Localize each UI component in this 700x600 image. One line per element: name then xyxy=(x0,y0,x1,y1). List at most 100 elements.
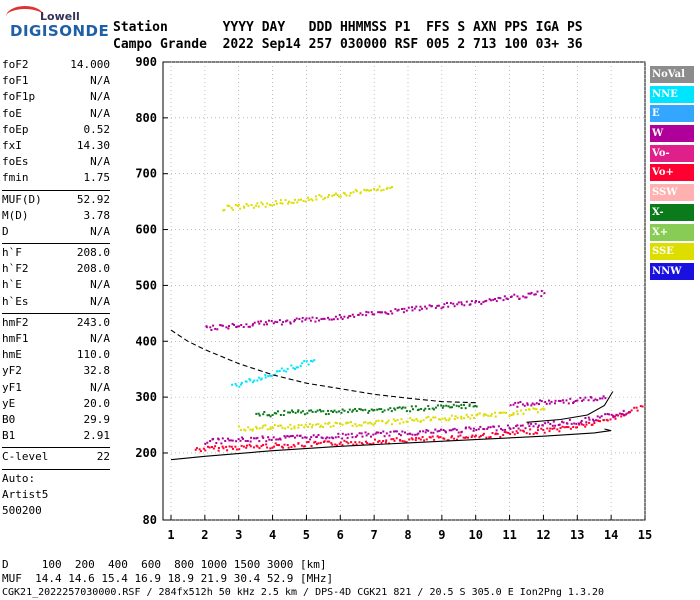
data-point-f2-band1 xyxy=(379,432,382,434)
data-point-f2-band2 xyxy=(450,414,453,417)
data-point-f2-main xyxy=(481,434,484,437)
data-point-f2-band3 xyxy=(373,409,376,412)
data-point-f2-band1 xyxy=(588,418,591,421)
data-point-third-hop xyxy=(287,202,289,205)
data-point-f2-band3 xyxy=(300,411,303,414)
data-point-f2-main xyxy=(491,432,494,434)
data-point-f2-main xyxy=(558,430,561,433)
data-point-f2-band2 xyxy=(416,419,419,422)
data-point-f2-band2 xyxy=(392,418,395,421)
data-point-f2-main xyxy=(599,420,601,423)
data-point-f2-band3 xyxy=(316,409,319,412)
data-point-f2-main xyxy=(260,445,263,448)
data-point-second-hop xyxy=(340,316,343,319)
data-point-f2-main xyxy=(345,440,348,443)
data-point-f2-band2 xyxy=(327,422,330,425)
data-point-w-cluster xyxy=(602,395,605,398)
data-point-f2-band1 xyxy=(406,433,409,436)
data-point-second-hop xyxy=(387,313,390,315)
data-point-second-hop xyxy=(285,320,287,323)
data-point-second-hop xyxy=(251,324,254,327)
data-point-f2-band3 xyxy=(303,413,306,416)
data-point-f2-main xyxy=(411,438,414,441)
data-point-f2-band2 xyxy=(293,425,296,428)
data-point-f2-band3 xyxy=(378,408,381,411)
data-point-w-cluster xyxy=(540,400,543,403)
data-point-f2-band1 xyxy=(290,435,292,438)
data-point-nne-oblique xyxy=(295,366,298,369)
data-point-w-cluster xyxy=(587,399,590,402)
data-point-f2-main xyxy=(561,425,564,428)
data-point-f2-main xyxy=(453,437,456,440)
data-point-f2-band3 xyxy=(268,414,271,417)
data-point-w-cluster xyxy=(562,401,565,404)
data-point-f2-band2 xyxy=(478,412,481,415)
data-point-f2-band1 xyxy=(258,440,261,443)
data-point-nne-oblique xyxy=(280,367,283,370)
data-point-f2-band2 xyxy=(516,410,519,413)
data-point-f2-main xyxy=(305,441,308,444)
data-point-third-hop xyxy=(339,195,342,198)
data-point-f2-main xyxy=(536,432,539,435)
data-point-f2-band1 xyxy=(427,429,430,432)
data-point-f2-band3 xyxy=(322,410,325,413)
data-point-f2-band1 xyxy=(578,422,580,425)
data-point-second-hop xyxy=(436,304,439,307)
data-point-f2-band3 xyxy=(271,414,274,416)
data-point-second-hop xyxy=(359,312,362,315)
data-point-f2-main xyxy=(198,448,201,451)
data-point-f2-band1 xyxy=(587,416,590,419)
data-point-f2-band1 xyxy=(493,425,496,428)
param-value: N/A xyxy=(90,106,110,120)
data-point-third-hop xyxy=(256,202,259,205)
data-point-f2-main xyxy=(617,414,619,417)
data-point-third-hop xyxy=(293,198,296,201)
data-point-f2-band1 xyxy=(561,420,563,423)
data-point-second-hop xyxy=(370,311,373,314)
data-point-f2-band2 xyxy=(510,414,513,416)
data-point-second-hop xyxy=(460,301,463,304)
data-point-w-cluster xyxy=(574,400,577,402)
data-point-f2-band3 xyxy=(468,404,471,407)
data-point-third-hop xyxy=(223,209,226,211)
data-point-f2-main xyxy=(286,444,289,446)
data-point-second-hop xyxy=(430,305,433,308)
data-point-f2-band1 xyxy=(265,440,268,443)
data-point-f2-band2 xyxy=(284,427,287,430)
data-point-f2-band2 xyxy=(349,421,352,423)
data-point-f2-band3 xyxy=(442,405,445,408)
data-point-f2-band1 xyxy=(262,436,265,439)
data-point-f2-band1 xyxy=(341,432,344,435)
data-point-nne-oblique xyxy=(310,360,312,362)
data-point-f2-band2 xyxy=(465,413,468,416)
data-point-f2-band1 xyxy=(620,413,623,415)
data-point-f2-band3 xyxy=(330,409,333,412)
data-point-f2-band2 xyxy=(240,429,242,432)
data-point-f2-band1 xyxy=(337,435,340,438)
data-point-f2-main xyxy=(478,436,481,439)
data-point-f2-band2 xyxy=(398,422,401,425)
legend-item: Vo+ xyxy=(650,164,694,182)
data-point-w-cluster xyxy=(554,402,556,405)
data-point-f2-band3 xyxy=(440,404,443,407)
data-point-f2-band1 xyxy=(261,435,264,438)
data-point-second-hop xyxy=(367,311,370,314)
data-point-f2-band2 xyxy=(402,421,405,424)
data-point-f2-main xyxy=(362,443,365,446)
data-point-nne-oblique xyxy=(264,376,267,379)
legend-item: X- xyxy=(650,203,694,221)
data-point-f2-main xyxy=(354,441,357,444)
data-point-third-hop xyxy=(290,201,293,204)
data-point-second-hop xyxy=(534,293,537,296)
data-point-f2-band1 xyxy=(326,436,329,439)
data-point-f2-main xyxy=(459,434,462,437)
data-point-third-hop xyxy=(311,199,314,202)
data-point-f2-band2 xyxy=(261,426,264,429)
data-point-third-hop xyxy=(348,194,351,197)
data-point-f2-band2 xyxy=(297,426,300,429)
data-point-f2-main xyxy=(302,445,305,448)
data-point-second-hop xyxy=(402,311,405,314)
data-point-f2-band1 xyxy=(334,436,337,439)
param-row: hmF1 N/A xyxy=(2,332,110,348)
data-point-f2-band2 xyxy=(502,411,505,414)
